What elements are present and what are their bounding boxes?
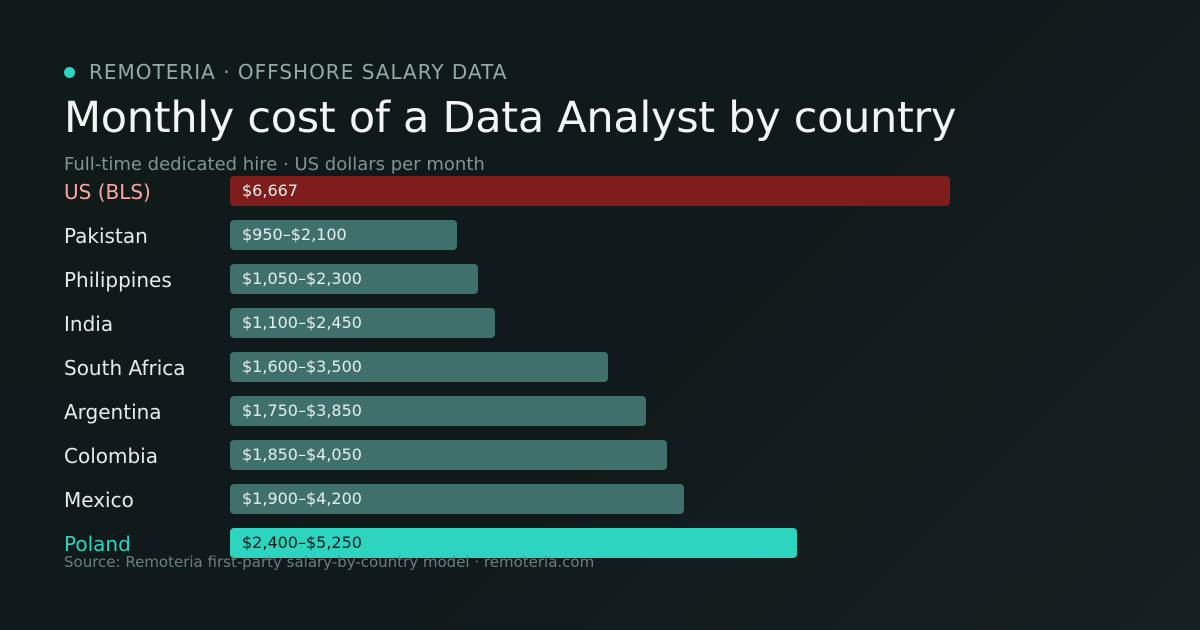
bar: $2,400–$5,250 bbox=[230, 528, 797, 558]
bar-value-label: $1,900–$4,200 bbox=[242, 489, 362, 508]
brand-dot-icon bbox=[64, 66, 75, 78]
category-label: US (BLS) bbox=[64, 180, 151, 204]
bar-value-label: $1,850–$4,050 bbox=[242, 445, 362, 464]
brand-line: REMOTERIA · OFFSHORE SALARY DATA bbox=[64, 60, 507, 84]
bar: $1,850–$4,050 bbox=[230, 440, 667, 470]
chart-title: Monthly cost of a Data Analyst by countr… bbox=[64, 93, 957, 143]
category-label: India bbox=[64, 312, 114, 336]
category-label: Pakistan bbox=[64, 224, 148, 248]
bar: $1,750–$3,850 bbox=[230, 396, 646, 426]
bar-value-label: $1,750–$3,850 bbox=[242, 401, 362, 420]
category-label: Philippines bbox=[64, 268, 172, 292]
category-label: Mexico bbox=[64, 488, 134, 512]
bar-value-label: $6,667 bbox=[242, 181, 298, 200]
bar: $1,050–$2,300 bbox=[230, 264, 478, 294]
category-label: South Africa bbox=[64, 356, 186, 380]
bar: $1,600–$3,500 bbox=[230, 352, 608, 382]
bar-value-label: $1,050–$2,300 bbox=[242, 269, 362, 288]
bar: $950–$2,100 bbox=[230, 220, 457, 250]
chart-subtitle: Full-time dedicated hire · US dollars pe… bbox=[64, 154, 485, 175]
category-label: Argentina bbox=[64, 400, 162, 424]
bar-value-label: $950–$2,100 bbox=[242, 225, 347, 244]
bar-value-label: $2,400–$5,250 bbox=[242, 533, 362, 552]
bar: $6,667 bbox=[230, 176, 950, 206]
brand-text: REMOTERIA · OFFSHORE SALARY DATA bbox=[89, 60, 508, 84]
category-label: Poland bbox=[64, 532, 131, 556]
source-note: Source: Remoteria first-party salary-by-… bbox=[64, 553, 595, 571]
bar: $1,100–$2,450 bbox=[230, 308, 495, 338]
bar: $1,900–$4,200 bbox=[230, 484, 684, 514]
bar-value-label: $1,600–$3,500 bbox=[242, 357, 362, 376]
category-label: Colombia bbox=[64, 444, 158, 468]
bar-value-label: $1,100–$2,450 bbox=[242, 313, 362, 332]
